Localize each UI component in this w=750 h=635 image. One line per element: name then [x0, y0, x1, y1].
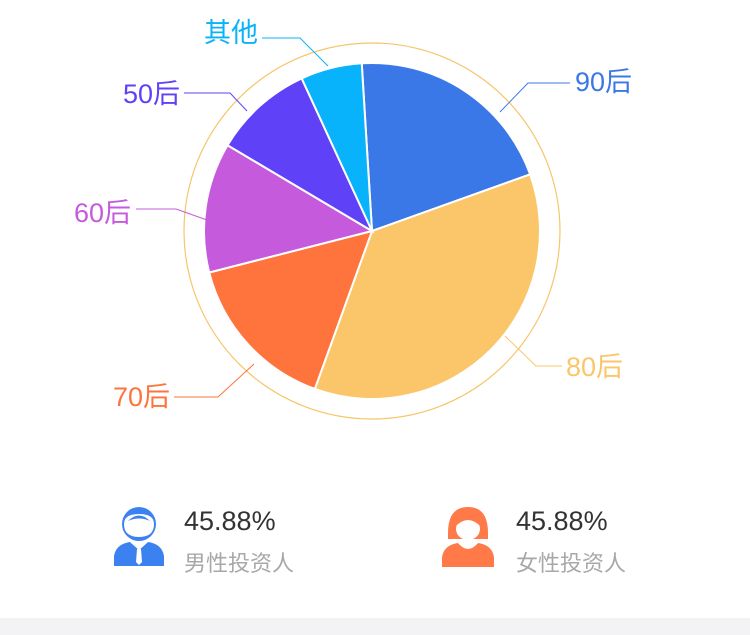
pie-slice-1	[313, 173, 541, 400]
leader-line-4	[184, 92, 248, 112]
pie-slice-5	[300, 62, 373, 232]
chart-card: 90后 80后 70后 60后 50后 其他 45.88% 男性投资人 45.88% 女性…	[0, 0, 750, 618]
footer-strip	[0, 618, 750, 635]
slice-label-2: 70后	[113, 382, 170, 412]
female-investor-icon	[442, 507, 494, 567]
slice-label-5: 其他	[204, 18, 258, 48]
female-percent: 45.88%	[516, 506, 608, 536]
leader-line-3	[136, 208, 208, 221]
leader-line-2	[174, 363, 255, 398]
slice-label-4: 50后	[123, 79, 180, 109]
slice-label-3: 60后	[74, 198, 131, 228]
leader-line-1	[504, 335, 562, 367]
pie-slice-2	[207, 229, 374, 391]
pie-slice-4	[226, 77, 375, 234]
pie-slice-3	[203, 143, 375, 274]
slice-label-1: 80后	[566, 352, 623, 382]
pie-outer-ring	[183, 42, 561, 420]
female-label: 女性投资人	[516, 552, 627, 577]
leader-line-0	[499, 82, 570, 113]
slice-label-0: 90后	[575, 67, 632, 97]
male-percent: 45.88%	[184, 506, 276, 536]
pie-chart: 90后 80后 70后 60后 50后 其他	[74, 18, 632, 420]
male-investor-icon	[114, 507, 164, 566]
leader-line-5	[262, 37, 329, 67]
male-label: 男性投资人	[184, 552, 295, 577]
